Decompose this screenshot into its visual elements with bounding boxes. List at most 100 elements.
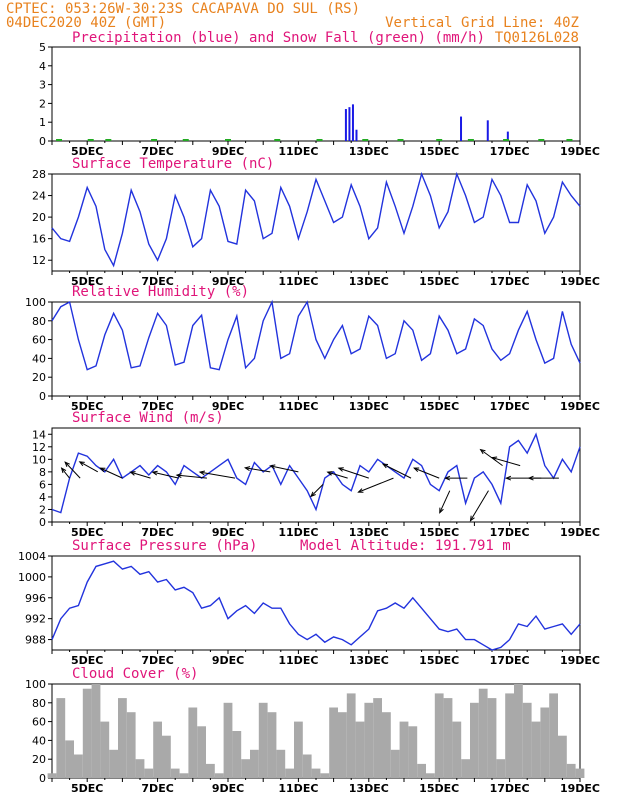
x-tick-label: 9DEC bbox=[212, 275, 244, 288]
precip-bar bbox=[344, 109, 347, 141]
precip-bar bbox=[506, 131, 509, 141]
x-tick-label: 7DEC bbox=[141, 526, 173, 539]
panel-humidity: Relative Humidity (%) 5DEC 7DEC 9DEC 11DEC 1… bbox=[25, 284, 600, 413]
wind-arrow bbox=[439, 490, 451, 513]
x-tick-label: 15DEC bbox=[419, 275, 459, 288]
wind-arrow-head bbox=[479, 448, 486, 455]
x-tick-label: 9DEC bbox=[212, 526, 244, 539]
cloud-bar bbox=[478, 688, 488, 778]
x-tick-label: 5DEC bbox=[71, 782, 103, 795]
cloud-bar bbox=[232, 731, 242, 778]
cloud-bar bbox=[522, 702, 532, 778]
header-grid-line: Vertical Grid Line: 40Z bbox=[385, 15, 579, 31]
x-tick-label: 17DEC bbox=[490, 526, 530, 539]
cloud-bar bbox=[100, 721, 110, 778]
wind-arrow-head bbox=[78, 461, 85, 467]
y-tick-label: 996 bbox=[25, 592, 46, 605]
wind-arrow-head bbox=[60, 467, 67, 474]
y-tick-label: 60 bbox=[32, 716, 46, 729]
cloud-bar bbox=[461, 759, 470, 778]
x-tick-label: 11DEC bbox=[278, 400, 318, 413]
y-tick-label: 100 bbox=[25, 678, 46, 691]
y-tick-label: 20 bbox=[32, 211, 46, 224]
y-tick-label: 28 bbox=[32, 168, 46, 181]
cloud-bar bbox=[162, 735, 171, 778]
y-tick-label: 988 bbox=[25, 634, 46, 647]
y-tick-label: 2 bbox=[39, 503, 46, 516]
wind-arrow bbox=[64, 461, 81, 479]
cloud-bar bbox=[487, 698, 497, 778]
cloud-bar bbox=[56, 698, 66, 778]
y-tick-label: 12 bbox=[32, 441, 46, 454]
cloud-bar bbox=[549, 693, 558, 778]
cloud-bar bbox=[373, 698, 382, 778]
cloud-bar bbox=[214, 773, 224, 778]
precip-title: Precipitation (blue) and Snow Fall (gree… bbox=[72, 30, 485, 46]
x-tick-label: 13DEC bbox=[349, 526, 389, 539]
precip-bar bbox=[460, 116, 463, 141]
x-tick-label: 9DEC bbox=[212, 400, 244, 413]
pressure-title: Surface Pressure (hPa) bbox=[72, 538, 257, 554]
x-tick-label: 11DEC bbox=[278, 526, 318, 539]
x-tick-label: 15DEC bbox=[419, 782, 459, 795]
y-tick-label: 20 bbox=[32, 753, 46, 766]
x-tick-label: 11DEC bbox=[278, 782, 318, 795]
x-tick-label: 9DEC bbox=[212, 654, 244, 667]
wind-arrow-head bbox=[381, 463, 389, 469]
wind-arrow-head bbox=[243, 466, 251, 471]
cloud-bar bbox=[153, 721, 162, 778]
x-tick-label: 11DEC bbox=[278, 275, 318, 288]
cloud-bar bbox=[311, 768, 321, 778]
x-tick-label: 17DEC bbox=[490, 654, 530, 667]
cloud-bar bbox=[250, 749, 259, 778]
y-tick-label: 20 bbox=[32, 371, 46, 384]
wind-arrow-head bbox=[269, 464, 276, 470]
wind-arrow-head bbox=[357, 488, 364, 493]
precip-bar bbox=[355, 129, 358, 141]
x-tick-label: 17DEC bbox=[490, 275, 530, 288]
cloud-bar bbox=[452, 721, 462, 778]
y-tick-label: 4 bbox=[39, 491, 46, 504]
y-tick-label: 3 bbox=[39, 79, 46, 92]
panel-frame bbox=[51, 46, 581, 142]
y-tick-label: 14 bbox=[32, 428, 46, 441]
series-line bbox=[51, 299, 581, 371]
x-tick-label: 17DEC bbox=[490, 782, 530, 795]
x-tick-label: 9DEC bbox=[212, 145, 244, 158]
cloud-bar bbox=[47, 773, 57, 778]
wind-arrow-head bbox=[326, 471, 333, 476]
cloud-bar bbox=[267, 712, 277, 778]
wind-arrow-head bbox=[64, 461, 70, 467]
wind-arrow bbox=[327, 471, 348, 479]
wind-arrow bbox=[152, 471, 179, 479]
y-tick-label: 16 bbox=[32, 233, 46, 246]
cloud-bar bbox=[179, 773, 189, 778]
x-tick-label: 5DEC bbox=[71, 654, 103, 667]
y-tick-label: 100 bbox=[25, 296, 46, 309]
cloud-bar bbox=[91, 684, 101, 778]
y-tick-label: 80 bbox=[32, 315, 46, 328]
cloud-bar bbox=[338, 712, 347, 778]
y-tick-label: 10 bbox=[32, 453, 46, 466]
x-tick-label: 5DEC bbox=[71, 145, 103, 158]
cloud-bar bbox=[241, 759, 250, 778]
wind-arrow bbox=[199, 471, 236, 479]
panel-temperature: Surface Temperature (nC) 5DEC 7DEC 9DEC 11D… bbox=[32, 156, 600, 288]
cloud-bar bbox=[82, 688, 92, 778]
wind-arrow bbox=[492, 457, 521, 467]
wind-arrow bbox=[245, 467, 271, 473]
y-tick-label: 12 bbox=[32, 254, 46, 267]
wind-arrow-head bbox=[413, 467, 420, 473]
cloud-bar bbox=[109, 749, 118, 778]
y-tick-label: 0 bbox=[39, 516, 46, 529]
x-tick-label: 7DEC bbox=[141, 782, 173, 795]
x-tick-label: 9DEC bbox=[212, 782, 244, 795]
panel-pressure: Surface Pressure (hPa) Model Altitude: 1… bbox=[18, 538, 600, 667]
cloud-bar bbox=[575, 768, 585, 778]
header-run-time: 04DEC2020 40Z (GMT) bbox=[6, 15, 166, 31]
y-tick-label: 4 bbox=[39, 60, 46, 73]
x-tick-label: 7DEC bbox=[141, 145, 173, 158]
x-tick-label: 15DEC bbox=[419, 654, 459, 667]
wind-arrow-head bbox=[151, 470, 158, 476]
